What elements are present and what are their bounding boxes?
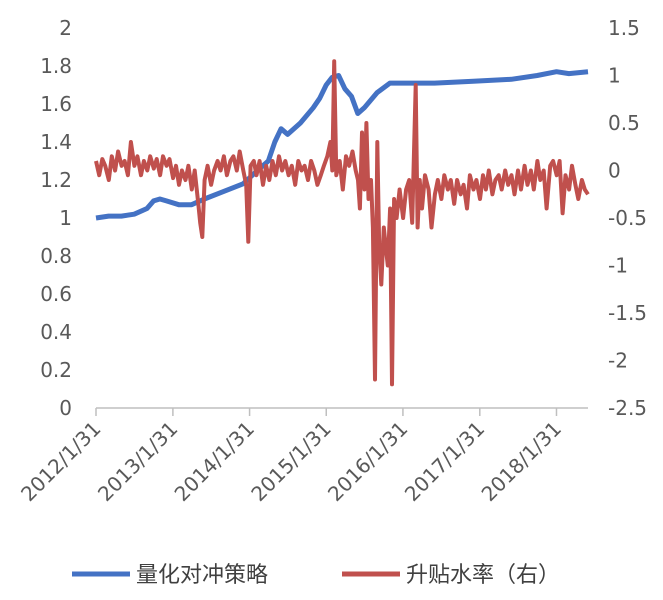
x-axis-tick-labels: 2012/1/312013/1/312014/1/312015/1/312016…	[16, 417, 566, 506]
legend-label: 升贴水率（右）	[406, 563, 560, 588]
left-axis-ticks: 0 0.2 0.4 0.6 0.8 1 1.2 1.4 1.6 1.8 2	[40, 16, 72, 420]
left-tick-label: 0.8	[40, 244, 72, 268]
right-tick-label: 1	[608, 64, 621, 88]
right-tick-label: 0	[608, 159, 621, 183]
right-tick-label: -2.5	[608, 396, 647, 420]
left-tick-label: 1.8	[40, 54, 72, 78]
left-tick-label: 1.6	[40, 92, 72, 116]
right-tick-label: 0.5	[608, 111, 640, 135]
x-axis-tick-marks	[95, 408, 558, 416]
left-tick-label: 1.2	[40, 168, 72, 192]
x-tick-label: 2016/1/31	[323, 417, 412, 506]
left-tick-label: 0.2	[40, 358, 72, 382]
right-axis-ticks: -2.5 -2 -1.5 -1 -0.5 0 0.5 1 1.5	[608, 16, 647, 420]
series-layer	[94, 59, 590, 387]
right-tick-label: -0.5	[608, 206, 647, 230]
x-tick-label: 2013/1/31	[93, 417, 182, 506]
right-tick-label: -2	[608, 349, 628, 373]
left-tick-label: 2	[59, 16, 72, 40]
left-tick-label: 1	[59, 206, 72, 230]
x-tick-label: 2017/1/31	[400, 417, 489, 506]
right-tick-label: 1.5	[608, 16, 640, 40]
legend-label: 量化对冲策略	[136, 563, 268, 588]
x-tick-label: 2015/1/31	[246, 417, 335, 506]
x-tick-label: 2018/1/31	[477, 417, 566, 506]
legend: 量化对冲策略 升贴水率（右）	[72, 563, 560, 588]
left-tick-label: 0	[59, 396, 72, 420]
right-tick-label: -1.5	[608, 301, 647, 325]
left-tick-label: 1.4	[40, 130, 72, 154]
right-tick-label: -1	[608, 254, 628, 278]
left-tick-label: 0.4	[40, 320, 72, 344]
left-tick-label: 0.6	[40, 282, 72, 306]
series-line-1	[95, 69, 589, 221]
x-tick-label: 2012/1/31	[16, 417, 105, 506]
x-tick-label: 2014/1/31	[170, 417, 259, 506]
series-line-2	[94, 59, 590, 387]
